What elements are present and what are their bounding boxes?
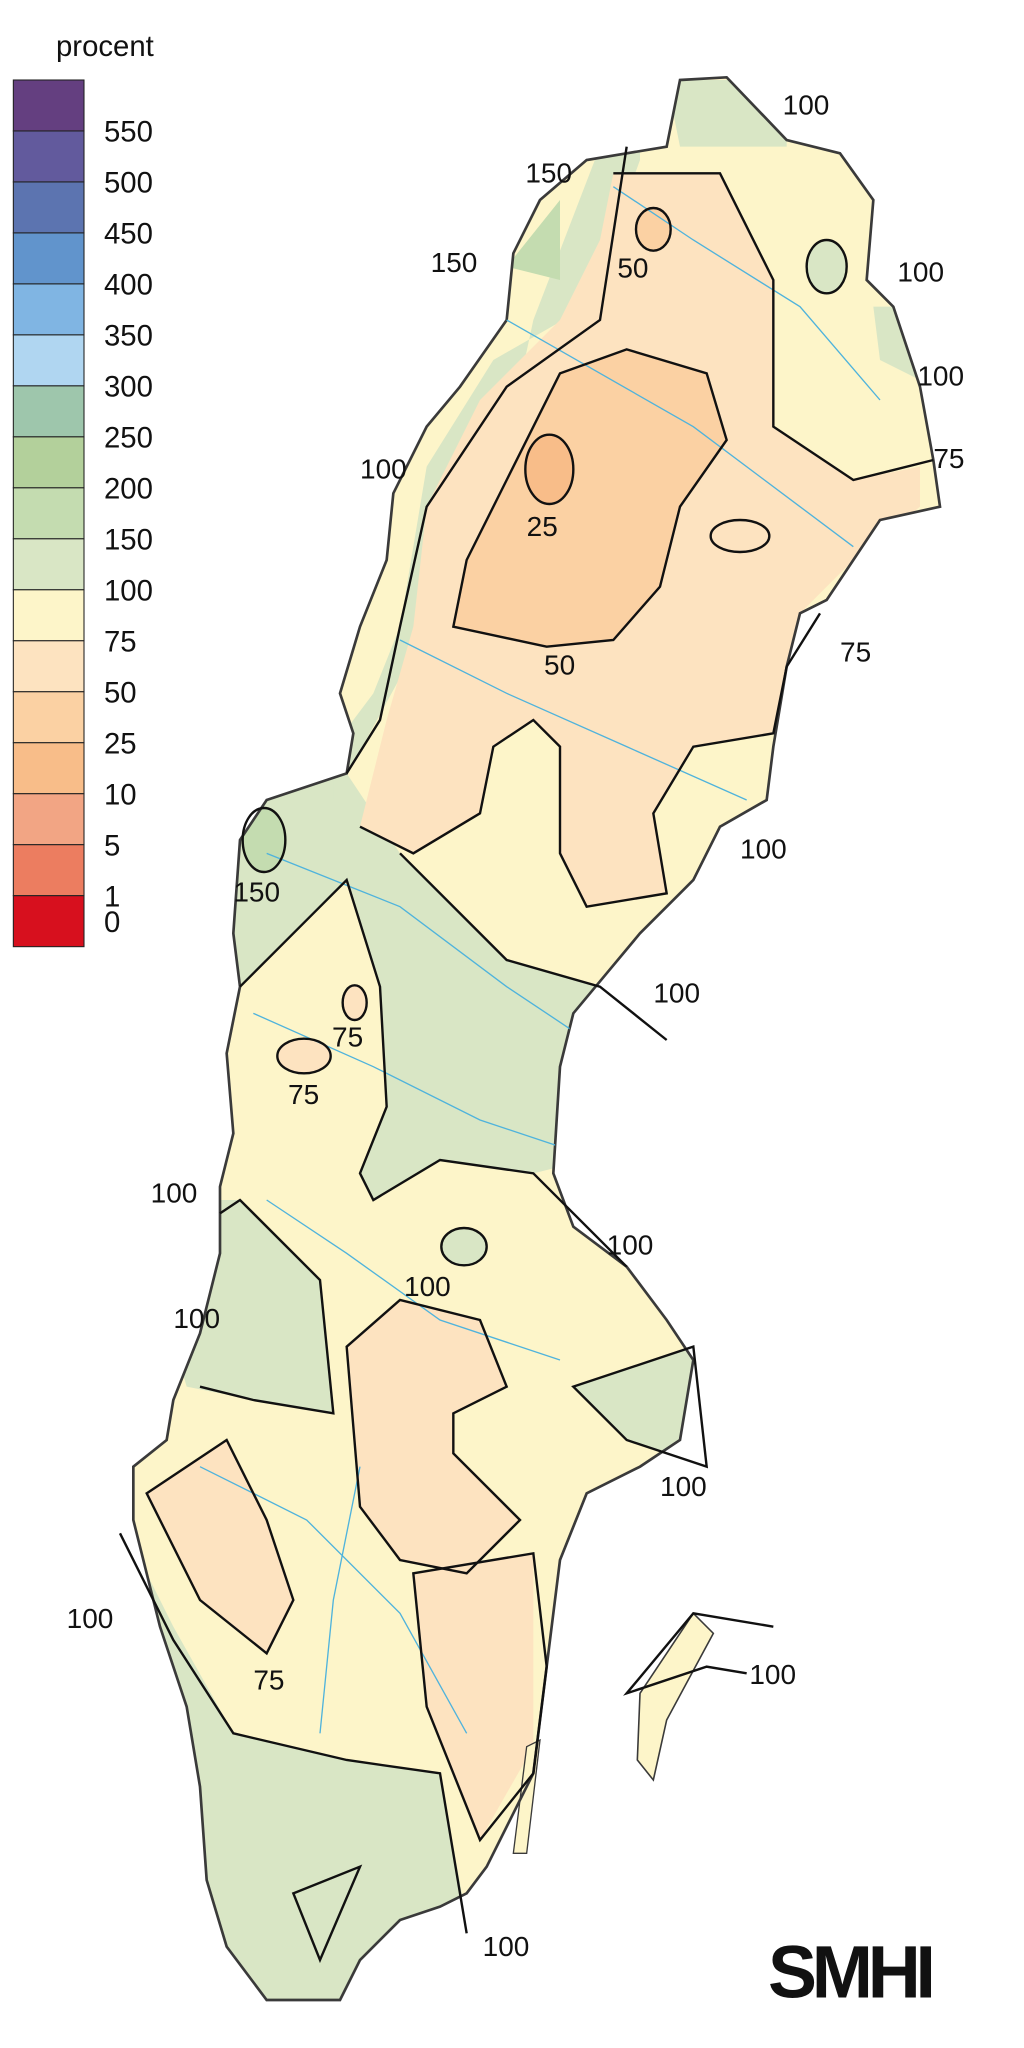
- contour-label: 100: [660, 1471, 707, 1502]
- legend-swatch: [12, 895, 85, 948]
- contour-label: 100: [740, 834, 787, 865]
- contour-label: 100: [173, 1303, 220, 1334]
- legend-swatch: [12, 487, 85, 540]
- isolines: [118, 146, 934, 1964]
- legend-label: 400: [104, 269, 153, 302]
- contour-label: 100: [360, 454, 407, 485]
- legend-label: 50: [104, 676, 137, 709]
- legend-swatch: [12, 130, 85, 183]
- legend-swatch: [12, 385, 85, 438]
- legend-label: 150: [104, 523, 153, 556]
- contour-label: 50: [617, 252, 648, 283]
- contour-label: 100: [151, 1178, 198, 1209]
- region-100-150: [200, 773, 600, 1200]
- legend-label: 350: [104, 320, 153, 353]
- contour-label: 50: [544, 650, 575, 681]
- contour-label: 75: [288, 1079, 319, 1110]
- legend-swatch: [12, 742, 85, 795]
- contour-label: 25: [527, 511, 558, 542]
- contour-label: 100: [783, 90, 830, 121]
- legend-label: 500: [104, 167, 153, 200]
- legend-title: procent: [56, 30, 154, 63]
- contour-label: 100: [917, 360, 964, 391]
- legend-label: 5: [104, 829, 120, 862]
- legend-label: 1: [104, 880, 120, 913]
- contour-label: 150: [525, 158, 572, 189]
- legend-swatch: [12, 844, 85, 897]
- legend-swatch: [12, 79, 85, 132]
- contour-label: 150: [233, 876, 280, 907]
- legend-label: 25: [104, 727, 137, 760]
- legend-swatch: [12, 436, 85, 489]
- contour-label: 150: [431, 247, 478, 278]
- legend-label: 200: [104, 473, 153, 506]
- legend: procent 55050045040035030025020015010075…: [12, 30, 154, 948]
- contour-label: 100: [404, 1271, 451, 1302]
- region-25-50: [453, 349, 727, 647]
- svg-text:SMHI: SMHI: [768, 1929, 931, 2013]
- contour-label: 75: [840, 636, 871, 667]
- legend-swatch: [12, 538, 85, 591]
- legend-swatch: [12, 334, 85, 387]
- legend-label: 0: [104, 906, 120, 939]
- legend-swatch: [12, 640, 85, 693]
- legend-label: 10: [104, 778, 137, 811]
- legend-label: 100: [104, 574, 153, 607]
- legend-label: 550: [104, 116, 153, 149]
- legend-swatch: [12, 232, 85, 285]
- contour-label: 100: [67, 1603, 114, 1634]
- legend-swatch: [12, 283, 85, 336]
- contour-label: 75: [933, 443, 964, 474]
- legend-label: 450: [104, 218, 153, 251]
- contour-label: 100: [897, 256, 944, 287]
- contour-label: 100: [653, 978, 700, 1009]
- legend-swatch: [12, 793, 85, 846]
- legend-swatch: [12, 589, 85, 642]
- contour-label: 100: [483, 1931, 530, 1962]
- legend-label: 250: [104, 422, 153, 455]
- contour-label: 75: [253, 1664, 284, 1695]
- legend-label: 75: [104, 625, 137, 658]
- contour-label: 100: [607, 1230, 654, 1261]
- smhi-logo: SMHI: [768, 1929, 937, 2013]
- legend-swatch: [12, 691, 85, 744]
- legend-label: 300: [104, 371, 153, 404]
- contour-label: 75: [332, 1022, 363, 1053]
- contour-label: 100: [749, 1659, 796, 1690]
- legend-swatch: [12, 181, 85, 234]
